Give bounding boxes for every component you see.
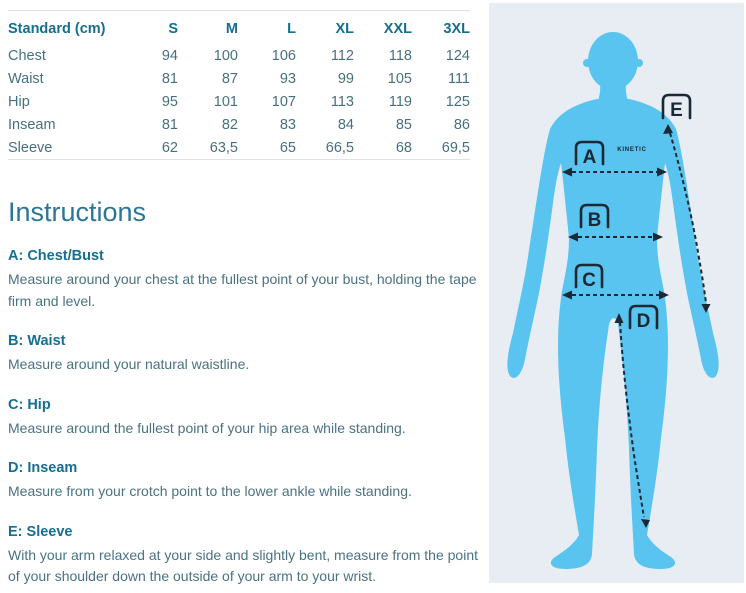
row-label: Hip <box>8 93 30 110</box>
cell: 106 <box>271 47 296 64</box>
measurement-lines <box>572 132 707 518</box>
marker-box-c <box>574 263 604 289</box>
cell: 65 <box>279 139 296 156</box>
section-body: With your arm relaxed at your side and s… <box>8 546 478 585</box>
marker-letter-sleeve: E <box>670 100 683 121</box>
cell: 82 <box>221 116 238 133</box>
marker-box-a <box>574 140 605 166</box>
cell: 100 <box>213 47 238 64</box>
cell: 119 <box>388 93 412 110</box>
cell: 112 <box>330 47 354 64</box>
marker-box-d <box>628 304 659 330</box>
cell: 118 <box>388 47 412 64</box>
cell: 94 <box>161 47 178 64</box>
cell: 101 <box>213 93 238 110</box>
torso-arms-legs <box>507 99 719 569</box>
instructions-heading: Instructions <box>8 197 147 227</box>
table-row-hip: Hip 95 101 107 113 119 125 <box>8 90 470 113</box>
instruction-section-waist: B: Waist Measure around your natural wai… <box>8 332 480 376</box>
table-row-waist: Waist 81 87 93 99 105 111 <box>8 67 470 90</box>
cell: 99 <box>337 70 354 87</box>
marker-letter-waist: B <box>588 210 602 231</box>
cell: 124 <box>445 47 470 64</box>
chest-arrow-right <box>657 167 667 177</box>
row-label: Sleeve <box>8 139 53 156</box>
marker-letter-inseam: D <box>637 311 651 332</box>
cell: 86 <box>453 116 470 133</box>
measurement-figure-panel: KINETIC <box>489 3 744 583</box>
section-title: E: Sleeve <box>8 523 73 540</box>
section-body: Measure around your chest at the fullest… <box>8 271 477 309</box>
section-body: Measure from your crotch point to the lo… <box>8 483 412 499</box>
cell: 95 <box>161 93 178 110</box>
section-body: Measure around your natural waistline. <box>8 356 250 372</box>
body-silhouette <box>507 32 719 569</box>
cell: 111 <box>447 70 470 87</box>
waist-arrow-left <box>568 232 578 242</box>
table-row-inseam: Inseam 81 82 83 84 85 86 <box>8 113 470 136</box>
size-table-header-m: M <box>225 21 238 37</box>
sleeve-arrow-bottom <box>701 304 711 313</box>
row-label: Inseam <box>8 116 56 133</box>
row-label: Waist <box>8 70 44 87</box>
cell: 125 <box>445 93 470 110</box>
inseam-arrow-top <box>614 313 624 323</box>
cell: 87 <box>221 70 238 87</box>
cell: 62 <box>161 139 178 156</box>
cell: 63,5 <box>209 139 238 156</box>
section-body: Measure around the fullest point of your… <box>8 419 406 436</box>
section-title: B: Waist <box>8 333 66 349</box>
brand-logo: KINETIC <box>617 147 647 153</box>
hip-arrow-left <box>562 290 572 300</box>
waist-arrow-right <box>653 232 663 242</box>
instruction-section-chest: A: Chest/Bust Measure around your chest … <box>8 247 480 312</box>
hip-arrow-right <box>659 290 669 300</box>
cell: 93 <box>279 70 296 87</box>
cell: 85 <box>395 116 412 133</box>
size-table-header-3xl: 3XL <box>443 21 470 37</box>
marker-boxes <box>574 93 692 330</box>
section-title: D: Inseam <box>8 460 78 476</box>
cell: 68 <box>395 139 412 156</box>
marker-letter-hip: C <box>582 270 596 291</box>
size-table-header-row: Standard (cm) S M L XL XXL 3XL <box>8 11 470 45</box>
size-table-header-s: S <box>168 21 178 37</box>
cell: 84 <box>337 116 354 133</box>
cell: 66,5 <box>325 139 354 156</box>
size-table: Standard (cm) S M L XL XXL 3XL Chest 94 … <box>8 10 470 160</box>
section-title: C: Hip <box>8 396 51 413</box>
instruction-section-inseam: D: Inseam Measure from your crotch point… <box>8 459 480 503</box>
neck <box>595 75 631 105</box>
cell: 81 <box>161 116 178 133</box>
size-table-header-l: L <box>287 21 296 37</box>
cell: 113 <box>330 93 354 110</box>
marker-box-e <box>661 93 692 120</box>
size-table-header-xxl: XXL <box>383 21 412 37</box>
cell: 107 <box>271 93 296 110</box>
cell: 83 <box>279 116 296 133</box>
inseam-measure-line <box>619 321 645 518</box>
cell: 81 <box>161 70 178 87</box>
table-row-chest: Chest 94 100 106 112 118 124 <box>8 44 470 67</box>
cell: 105 <box>387 70 412 87</box>
arrowheads <box>562 124 711 528</box>
row-label: Chest <box>8 47 46 64</box>
marker-letters: A B C D E <box>582 100 683 332</box>
instruction-section-hip: C: Hip Measure around the fullest point … <box>8 396 480 440</box>
cell: 69,5 <box>441 139 470 156</box>
marker-letter-chest: A <box>583 147 597 168</box>
sleeve-arrow-top <box>663 124 673 134</box>
size-table-header-xl: XL <box>335 21 354 37</box>
chest-arrow-left <box>562 167 572 177</box>
size-guide-content: Standard (cm) S M L XL XXL 3XL Chest 94 … <box>8 0 480 588</box>
section-title: A: Chest/Bust <box>8 248 104 264</box>
inseam-arrow-bottom <box>641 519 650 528</box>
size-table-header-standard: Standard (cm) <box>8 21 106 37</box>
marker-box-b <box>579 203 610 229</box>
body-silhouette-diagram: KINETIC <box>507 32 719 569</box>
sleeve-measure-line <box>669 132 707 304</box>
instruction-section-sleeve: E: Sleeve With your arm relaxed at your … <box>8 523 480 588</box>
table-row-sleeve: Sleeve 62 63,5 65 66,5 68 69,5 <box>8 136 470 160</box>
